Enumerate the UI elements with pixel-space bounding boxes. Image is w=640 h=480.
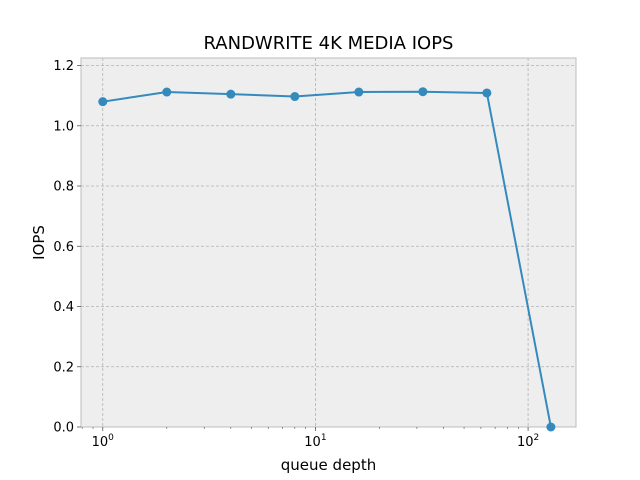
y-tick-label: 1.2 [53,59,74,74]
data-point [98,97,108,107]
plot-area [81,58,576,427]
y-tick-label: 0.2 [53,360,74,375]
x-tick-exponent: 0 [108,433,114,443]
x-tick-label: 102 [517,433,539,450]
y-tick-label: 0.4 [53,300,74,315]
data-point [482,88,492,98]
data-point [290,92,300,102]
x-axis-label: queue depth [281,456,376,474]
series-line [102,90,552,428]
y-axis-label: IOPS [30,225,48,260]
series-layer [98,87,556,432]
x-tick-exponent: 2 [533,433,539,443]
y-tick-label: 0.8 [53,180,74,195]
chart-title: RANDWRITE 4K MEDIA IOPS [204,33,454,54]
x-tick-base: 10 [304,435,321,450]
x-tick-base: 10 [92,435,109,450]
y-tick-label: 0.6 [53,240,74,255]
y-tick-label: 0.0 [53,421,74,436]
axes-spines [80,57,577,428]
axes-frame [80,57,577,428]
data-point [546,422,556,432]
data-point [226,89,236,99]
x-tick-exponent: 1 [321,433,327,443]
y-tick-label: 1.0 [53,119,74,134]
x-tick-label: 100 [92,433,115,450]
data-point [162,87,172,97]
data-point [354,87,364,97]
x-tick-label: 101 [304,433,326,450]
data-point [418,87,428,97]
x-tick-base: 10 [517,435,534,450]
